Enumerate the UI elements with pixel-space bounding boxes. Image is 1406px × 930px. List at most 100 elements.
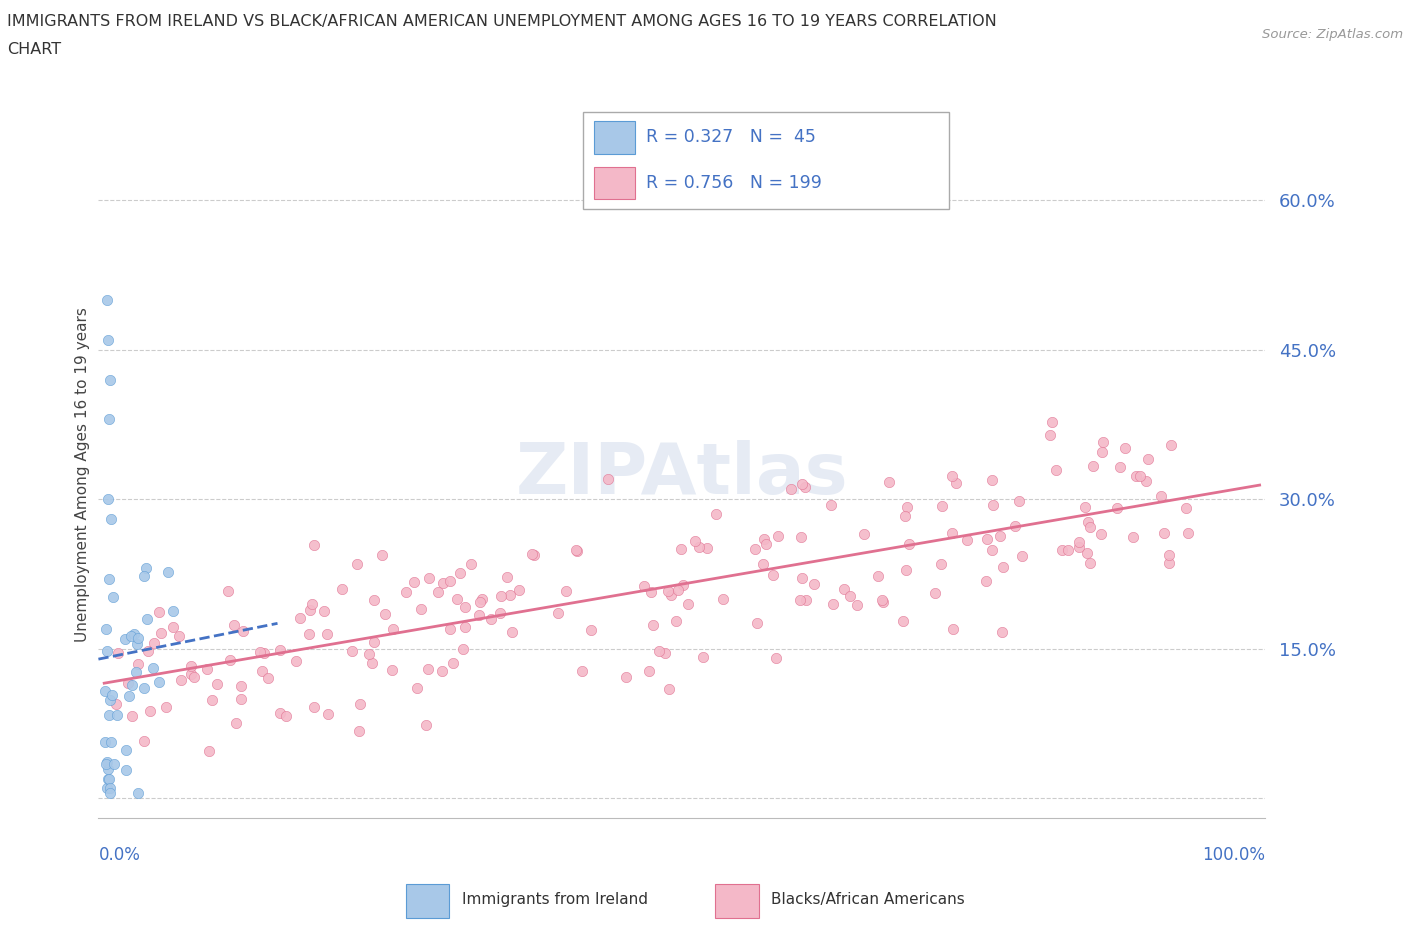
- Text: 100.0%: 100.0%: [1202, 846, 1265, 864]
- Point: [846, 598, 869, 613]
- Point: [139, 704, 162, 719]
- Point: [1150, 489, 1173, 504]
- Point: [766, 528, 789, 543]
- Point: [565, 543, 588, 558]
- Point: [692, 649, 714, 664]
- Point: [974, 573, 997, 588]
- Point: [195, 661, 218, 676]
- Point: [121, 709, 143, 724]
- Point: [290, 610, 312, 625]
- Point: [976, 531, 998, 546]
- Point: [496, 569, 519, 584]
- Point: [134, 733, 156, 748]
- Point: [170, 672, 193, 687]
- Point: [180, 667, 202, 682]
- Point: [891, 614, 914, 629]
- Point: [823, 596, 845, 611]
- Point: [614, 670, 637, 684]
- Point: [1114, 441, 1136, 456]
- Point: [470, 595, 492, 610]
- Point: [755, 537, 778, 551]
- Point: [488, 606, 510, 621]
- Point: [222, 618, 245, 632]
- Point: [97, 572, 120, 587]
- Point: [765, 650, 787, 665]
- Bar: [406, 884, 450, 918]
- Point: [229, 679, 252, 694]
- Point: [678, 597, 700, 612]
- Point: [1091, 445, 1114, 459]
- Point: [148, 604, 170, 619]
- Point: [347, 724, 370, 738]
- Point: [229, 692, 252, 707]
- Point: [894, 509, 917, 524]
- Point: [312, 603, 335, 618]
- Point: [257, 671, 280, 685]
- Point: [832, 581, 855, 596]
- Point: [945, 476, 967, 491]
- Point: [1175, 500, 1198, 515]
- Point: [430, 663, 453, 678]
- Point: [100, 734, 122, 749]
- Point: [97, 492, 120, 507]
- Point: [894, 563, 917, 578]
- Point: [100, 512, 122, 526]
- Point: [439, 621, 461, 636]
- Point: [547, 605, 569, 620]
- Point: [162, 619, 184, 634]
- Point: [1090, 526, 1112, 541]
- Point: [554, 583, 576, 598]
- Point: [467, 608, 489, 623]
- Point: [135, 561, 157, 576]
- Point: [132, 568, 155, 583]
- Point: [149, 625, 172, 640]
- Point: [838, 589, 860, 604]
- Point: [877, 474, 900, 489]
- Point: [418, 570, 440, 585]
- Point: [991, 625, 1014, 640]
- Point: [105, 696, 128, 711]
- Point: [97, 761, 120, 776]
- Point: [217, 583, 239, 598]
- Point: [1157, 556, 1180, 571]
- Point: [683, 533, 706, 548]
- Point: [658, 682, 681, 697]
- Point: [1039, 427, 1062, 442]
- Point: [96, 754, 118, 769]
- Point: [180, 659, 202, 674]
- Point: [941, 525, 963, 540]
- Point: [471, 591, 494, 606]
- Point: [120, 629, 142, 644]
- Point: [427, 584, 450, 599]
- Point: [1135, 474, 1157, 489]
- Point: [491, 589, 513, 604]
- Point: [672, 578, 695, 592]
- Point: [94, 684, 117, 698]
- Point: [638, 663, 661, 678]
- Point: [752, 557, 775, 572]
- Point: [991, 560, 1014, 575]
- Point: [349, 697, 371, 711]
- Point: [460, 556, 482, 571]
- Point: [648, 644, 671, 658]
- Point: [381, 621, 404, 636]
- Point: [661, 588, 683, 603]
- Point: [853, 526, 876, 541]
- Point: [501, 625, 523, 640]
- Point: [225, 715, 247, 730]
- Point: [359, 646, 381, 661]
- Point: [866, 568, 889, 583]
- Point: [299, 603, 322, 618]
- Point: [870, 592, 893, 607]
- Point: [96, 781, 118, 796]
- Point: [1153, 525, 1175, 540]
- Point: [94, 757, 117, 772]
- Point: [790, 570, 813, 585]
- Point: [404, 575, 426, 590]
- Point: [363, 592, 385, 607]
- Point: [657, 583, 679, 598]
- Point: [1105, 501, 1128, 516]
- Point: [1077, 514, 1099, 529]
- Point: [148, 674, 170, 689]
- Point: [1078, 556, 1101, 571]
